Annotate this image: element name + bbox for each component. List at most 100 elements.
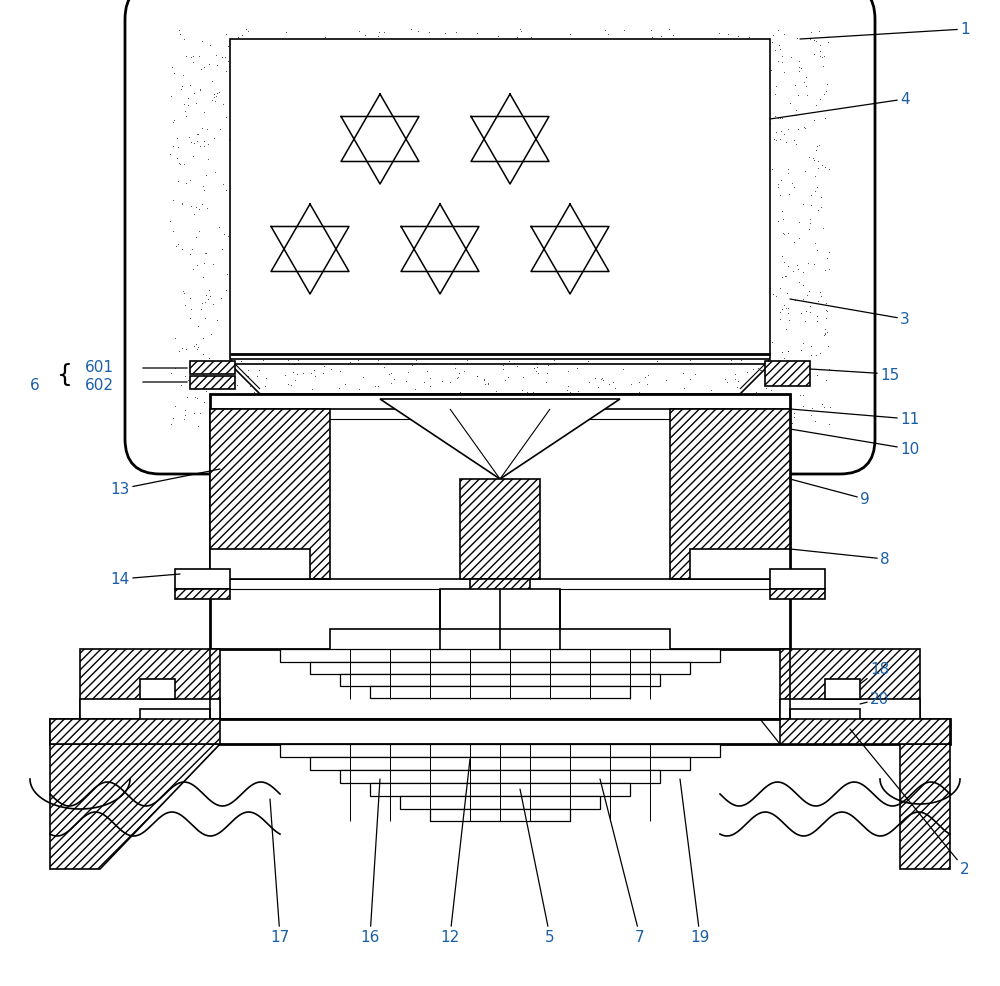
Point bbox=[376, 360, 392, 376]
Point bbox=[177, 298, 193, 314]
Point bbox=[727, 372, 743, 387]
Point bbox=[224, 355, 240, 371]
Point bbox=[310, 420, 326, 436]
Point bbox=[358, 394, 374, 410]
Point bbox=[778, 268, 794, 284]
Point bbox=[182, 173, 198, 188]
Point bbox=[810, 202, 826, 218]
Point bbox=[811, 138, 827, 154]
Point bbox=[801, 284, 817, 300]
Point bbox=[456, 364, 472, 380]
Point bbox=[176, 412, 192, 428]
Point bbox=[174, 197, 190, 213]
Point bbox=[220, 39, 236, 55]
Point bbox=[178, 109, 194, 125]
Point bbox=[784, 416, 800, 432]
Point bbox=[734, 394, 750, 410]
Point bbox=[661, 397, 677, 413]
Point bbox=[808, 35, 824, 50]
Point bbox=[368, 406, 384, 422]
Point bbox=[576, 389, 592, 405]
Point bbox=[774, 356, 790, 372]
Point bbox=[816, 399, 832, 415]
Point bbox=[730, 29, 746, 44]
Point bbox=[677, 421, 693, 437]
Point bbox=[494, 416, 510, 432]
Point bbox=[604, 399, 620, 415]
Point bbox=[488, 416, 504, 432]
Point bbox=[695, 421, 711, 437]
Point bbox=[210, 410, 226, 426]
Point bbox=[767, 42, 783, 58]
Point bbox=[646, 420, 662, 436]
Bar bbox=[310, 663, 690, 674]
Bar bbox=[80, 699, 220, 719]
Point bbox=[171, 344, 187, 360]
Point bbox=[486, 388, 502, 404]
Bar bbox=[780, 699, 920, 719]
Point bbox=[165, 193, 181, 209]
Text: 18: 18 bbox=[860, 662, 889, 684]
Bar bbox=[370, 783, 630, 796]
Bar bbox=[470, 580, 530, 619]
Bar bbox=[140, 709, 210, 725]
Point bbox=[795, 387, 811, 403]
Point bbox=[560, 379, 576, 394]
Point bbox=[191, 49, 207, 65]
Point bbox=[209, 400, 225, 416]
Point bbox=[818, 373, 834, 388]
Text: 11: 11 bbox=[790, 409, 919, 427]
Point bbox=[446, 396, 462, 412]
Point bbox=[178, 341, 194, 357]
Point bbox=[647, 399, 663, 415]
Point bbox=[787, 78, 803, 94]
Point bbox=[248, 404, 264, 420]
Point bbox=[772, 42, 788, 58]
Point bbox=[540, 401, 556, 417]
Point bbox=[795, 265, 811, 281]
Point bbox=[739, 365, 755, 381]
Point bbox=[525, 385, 541, 400]
Point bbox=[500, 421, 516, 437]
Point bbox=[466, 387, 482, 403]
Point bbox=[442, 375, 458, 390]
Point bbox=[810, 161, 826, 176]
Point bbox=[712, 405, 728, 421]
Point bbox=[209, 58, 225, 74]
Point bbox=[471, 403, 487, 419]
Point bbox=[222, 348, 238, 364]
Point bbox=[371, 26, 387, 41]
Point bbox=[773, 124, 789, 140]
Text: 8: 8 bbox=[790, 549, 890, 567]
Point bbox=[220, 229, 236, 245]
Point bbox=[518, 418, 534, 434]
Point bbox=[407, 401, 423, 417]
Point bbox=[641, 416, 657, 432]
Point bbox=[812, 346, 828, 362]
Point bbox=[163, 366, 179, 382]
Point bbox=[189, 127, 205, 143]
Point bbox=[495, 362, 511, 378]
Point bbox=[240, 368, 256, 384]
Point bbox=[791, 231, 807, 246]
Point bbox=[796, 119, 812, 135]
Point bbox=[280, 420, 296, 436]
Point bbox=[667, 413, 683, 429]
Point bbox=[631, 385, 647, 400]
Point bbox=[218, 110, 234, 126]
Point bbox=[782, 392, 798, 408]
Point bbox=[819, 304, 835, 319]
Point bbox=[258, 371, 274, 387]
Point bbox=[738, 406, 754, 422]
Point bbox=[768, 125, 784, 141]
Point bbox=[770, 177, 786, 193]
Point bbox=[174, 196, 190, 212]
Point bbox=[181, 130, 197, 146]
Point bbox=[203, 326, 219, 342]
Point bbox=[193, 62, 209, 78]
Point bbox=[213, 291, 229, 307]
Point bbox=[775, 401, 791, 417]
Point bbox=[173, 378, 189, 393]
Point bbox=[514, 383, 530, 398]
Point bbox=[280, 418, 296, 434]
